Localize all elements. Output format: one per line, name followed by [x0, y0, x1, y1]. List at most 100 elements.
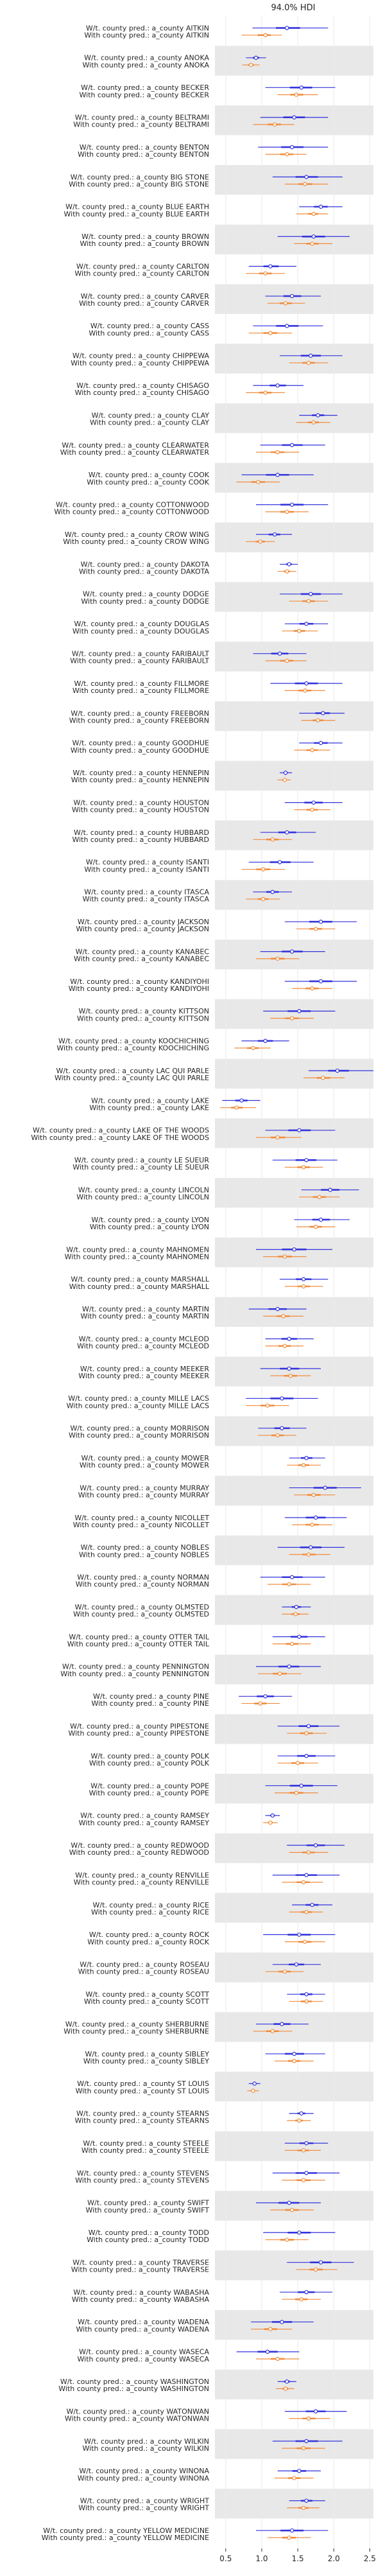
band-itasca [215, 880, 373, 910]
band-wadena [215, 2309, 373, 2340]
row-label-without-mcleod: W/t. county pred.: a_county MCLEOD [79, 1335, 209, 1343]
row-label-with-st-louis: With county pred.: a_county ST LOUIS [76, 2087, 209, 2095]
band-benton [215, 135, 373, 165]
point-estimate-with-blue-earth [311, 211, 316, 216]
row-label-without-pennington: W/t. county pred.: a_county PENNINGTON [62, 1663, 209, 1671]
row-label-with-lac-qui-parle: With county pred.: a_county LAC QUI PARL… [55, 1074, 209, 1082]
point-estimate-without-isanti [277, 860, 282, 864]
band-blue-earth [215, 195, 373, 225]
row-label-without-meeker: W/t. county pred.: a_county MEEKER [80, 1365, 209, 1373]
band-norman [215, 1565, 373, 1595]
row-label-without-douglas: W/t. county pred.: a_county DOUGLAS [74, 620, 209, 628]
row-label-without-swift: W/t. county pred.: a_county SWIFT [87, 2199, 209, 2207]
point-estimate-with-chisago [263, 390, 268, 395]
point-estimate-with-becker [294, 92, 299, 97]
point-estimate-with-lake-of-the-woods [275, 1135, 280, 1140]
point-estimate-without-rock [297, 1932, 302, 1937]
row-label-without-olmsted: W/t. county pred.: a_county OLMSTED [75, 1603, 209, 1611]
point-estimate-with-murray [311, 1493, 316, 1497]
row-label-with-houston: With county pred.: a_county HOUSTON [72, 806, 209, 814]
xtick-label-2.0: 2.0 [328, 2554, 340, 2563]
row-label-with-kanabec: With county pred.: a_county KANABEC [74, 955, 209, 963]
point-estimate-without-carlton [268, 264, 273, 268]
point-estimate-without-lake-of-the-woods [297, 1128, 302, 1133]
band-lake [215, 1088, 373, 1119]
band-faribault [215, 642, 373, 672]
row-label-with-sibley: With county pred.: a_county SIBLEY [83, 2057, 209, 2065]
point-estimate-with-wright [301, 2505, 306, 2510]
point-estimate-without-kanabec [289, 949, 294, 954]
point-estimate-without-murray [323, 1485, 327, 1490]
row-label-with-cook: With county pred.: a_county COOK [87, 478, 210, 486]
point-estimate-with-goodhue [310, 748, 314, 753]
point-estimate-without-pope [299, 1783, 303, 1788]
point-estimate-with-brown [310, 241, 314, 246]
point-estimate-without-wilkin [304, 2439, 309, 2444]
row-label-with-beltrami: With county pred.: a_county BELTRAMI [73, 121, 209, 129]
row-label-without-sherburne: W/t. county pred.: a_county SHERBURNE [65, 2020, 209, 2028]
point-estimate-without-otter-tail [297, 1634, 302, 1639]
row-label-without-crow-wing: W/t. county pred.: a_county CROW WING [65, 530, 209, 539]
row-label-with-wadena: With county pred.: a_county WADENA [76, 2325, 210, 2333]
row-label-with-meeker: With county pred.: a_county MEEKER [78, 1372, 209, 1380]
row-label-with-mahnomen: With county pred.: a_county MAHNOMEN [65, 1252, 209, 1261]
row-label-with-jackson: With county pred.: a_county JACKSON [76, 925, 209, 933]
point-estimate-without-becker [299, 85, 303, 90]
point-estimate-without-marshall [301, 1277, 306, 1282]
band-wabasha [215, 2280, 373, 2310]
band-renville [215, 1863, 373, 1893]
point-estimate-with-mower [301, 1463, 306, 1468]
band-meeker [215, 1356, 373, 1387]
point-estimate-with-steele [301, 2148, 306, 2153]
point-estimate-with-nicollet [310, 1522, 314, 1527]
point-estimate-without-wadena [280, 2320, 284, 2324]
point-estimate-with-mahnomen [282, 1254, 287, 1259]
row-label-with-anoka: With county pred.: a_county ANOKA [83, 61, 210, 69]
row-label-without-goodhue: W/t. county pred.: a_county GOODHUE [72, 739, 209, 748]
row-label-without-pine: W/t. county pred.: a_county PINE [93, 1692, 209, 1701]
point-estimate-with-swift [289, 2207, 294, 2212]
point-estimate-without-norman [289, 1575, 294, 1579]
row-label-without-faribault: W/t. county pred.: a_county FARIBAULT [72, 650, 209, 658]
band-morrison [215, 1416, 373, 1446]
row-label-without-ramsey: W/t. county pred.: a_county RAMSEY [80, 1812, 209, 1820]
row-label-with-hubbard: With county pred.: a_county HUBBARD [72, 836, 209, 844]
band-freeborn [215, 701, 373, 732]
point-estimate-with-nobles [306, 1552, 311, 1557]
point-estimate-with-mcleod [282, 1344, 287, 1348]
point-estimate-with-otter-tail [289, 1642, 294, 1646]
point-estimate-with-beltrami [272, 122, 277, 127]
row-label-without-cottonwood: W/t. county pred.: a_county COTTONWOOD [56, 501, 209, 509]
point-estimate-with-pennington [277, 1671, 282, 1676]
point-estimate-without-jackson [318, 920, 323, 924]
row-label-with-yellow-medicine: With county pred.: a_county YELLOW MEDIC… [42, 2534, 209, 2542]
point-estimate-without-mcleod [287, 1336, 291, 1341]
point-estimate-with-crow-wing [258, 539, 262, 544]
band-dakota [215, 552, 373, 583]
point-estimate-without-faribault [277, 651, 282, 656]
row-label-without-stevens: W/t. county pred.: a_county STEVENS [77, 2169, 209, 2177]
band-chippewa [215, 344, 373, 374]
row-label-with-olmsted: With county pred.: a_county OLMSTED [73, 1610, 209, 1618]
band-martin [215, 1297, 373, 1327]
point-estimate-without-swift [287, 2200, 291, 2205]
row-label-with-marshall: With county pred.: a_county MARSHALL [69, 1283, 210, 1291]
row-label-with-big-stone: With county pred.: a_county BIG STONE [69, 180, 209, 188]
row-label-without-cass: W/t. county pred.: a_county CASS [90, 322, 209, 330]
point-estimate-with-renville [301, 1880, 306, 1884]
row-label-without-scott: W/t. county pred.: a_county SCOTT [86, 1990, 210, 1999]
row-label-without-hubbard: W/t. county pred.: a_county HUBBARD [74, 828, 209, 837]
point-estimate-without-hubbard [285, 830, 289, 835]
point-estimate-without-crow-wing [272, 532, 277, 537]
row-label-with-chippewa: With county pred.: a_county CHIPPEWA [71, 359, 209, 367]
band-sherburne [215, 2012, 373, 2042]
row-label-with-redwood: With county pred.: a_county REDWOOD [69, 1848, 209, 1857]
band-brown [215, 224, 373, 255]
row-label-without-hennepin: W/t. county pred.: a_county HENNEPIN [72, 769, 209, 777]
point-estimate-without-watonwan [313, 2409, 318, 2414]
band-houston [215, 791, 373, 821]
row-label-without-renville: W/t. county pred.: a_county RENVILLE [75, 1871, 209, 1879]
point-estimate-with-wadena [268, 2327, 273, 2331]
band-pope [215, 1773, 373, 1804]
point-estimate-without-stearns [299, 2111, 303, 2116]
